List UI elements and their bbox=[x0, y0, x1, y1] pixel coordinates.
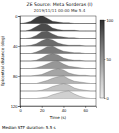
x-tick-label: 0 bbox=[19, 108, 22, 113]
x-tick-label: 60 bbox=[83, 108, 88, 113]
y-tick-label: 120 bbox=[11, 104, 18, 109]
y-tick: 120 bbox=[11, 104, 20, 109]
trace bbox=[20, 69, 96, 77]
trace bbox=[20, 84, 96, 92]
trace bbox=[20, 31, 96, 39]
colorbar-tick-mark bbox=[104, 59, 106, 60]
x-axis: 0 20 40 60 bbox=[19, 106, 96, 113]
baseline bbox=[20, 23, 96, 24]
footnote: Median STF duration: 5.5 s bbox=[2, 125, 56, 130]
trace bbox=[20, 61, 96, 69]
traces bbox=[20, 16, 96, 99]
colorbar-tick: 50 bbox=[104, 57, 112, 62]
trace bbox=[20, 39, 96, 47]
baseline bbox=[20, 53, 96, 54]
y-tick-label: 80 bbox=[13, 74, 18, 79]
colorbar-tick-label: 100 bbox=[107, 18, 114, 23]
trace bbox=[20, 24, 96, 32]
colorbar-axis: 0 50 100 bbox=[104, 18, 114, 101]
colorbar-tick: 0 bbox=[104, 96, 110, 101]
y-tick-mark bbox=[18, 106, 20, 107]
baseline bbox=[20, 76, 96, 77]
colorbar-tick-mark bbox=[104, 98, 106, 99]
y-tick: 0 bbox=[15, 14, 20, 19]
chart: ZE Source: Meta Sorderas (I)2019/11/11 0… bbox=[0, 0, 119, 133]
title: ZE Source: Meta Sorderas (I) bbox=[27, 2, 93, 7]
trace bbox=[20, 46, 96, 54]
y-tick: 40 bbox=[13, 44, 20, 49]
x-tick-label: 40 bbox=[62, 108, 67, 113]
y-tick-label: 0 bbox=[15, 14, 18, 19]
colorbar-axis-line bbox=[105, 21, 106, 99]
x-tick: 40 bbox=[62, 106, 67, 113]
colorbar bbox=[100, 20, 104, 98]
baseline bbox=[20, 38, 96, 39]
trace bbox=[20, 54, 96, 62]
x-tick-label: 20 bbox=[40, 108, 45, 113]
trace bbox=[20, 16, 96, 24]
trace bbox=[20, 91, 96, 99]
y-tick-mark bbox=[18, 16, 20, 17]
colorbar-tick-label: 0 bbox=[107, 96, 110, 101]
x-tick: 0 bbox=[19, 106, 22, 113]
y-tick: 80 bbox=[13, 74, 20, 79]
subtitle: 2019/11/11 00:00 Mw 5.4 bbox=[34, 8, 86, 13]
baseline bbox=[20, 31, 96, 32]
baseline bbox=[20, 91, 96, 92]
x-tick: 20 bbox=[40, 106, 45, 113]
y-tick-mark bbox=[18, 76, 20, 77]
y-axis-line bbox=[18, 17, 21, 107]
x-tick: 60 bbox=[83, 106, 88, 113]
plot-frame bbox=[20, 16, 96, 106]
baseline bbox=[20, 83, 96, 84]
y-axis: 0 40 80 120 bbox=[11, 14, 21, 109]
colorbar-tick-label: 50 bbox=[107, 57, 112, 62]
x-label: Time (s) bbox=[49, 115, 67, 120]
y-tick-label: 40 bbox=[13, 44, 18, 49]
baseline bbox=[20, 46, 96, 47]
baseline bbox=[20, 98, 96, 99]
trace bbox=[20, 76, 96, 84]
colorbar-tick-mark bbox=[104, 20, 106, 21]
y-label: Epicentral distance (deg) bbox=[0, 35, 5, 86]
y-tick-mark bbox=[18, 46, 20, 47]
colorbar-tick: 100 bbox=[104, 18, 114, 23]
